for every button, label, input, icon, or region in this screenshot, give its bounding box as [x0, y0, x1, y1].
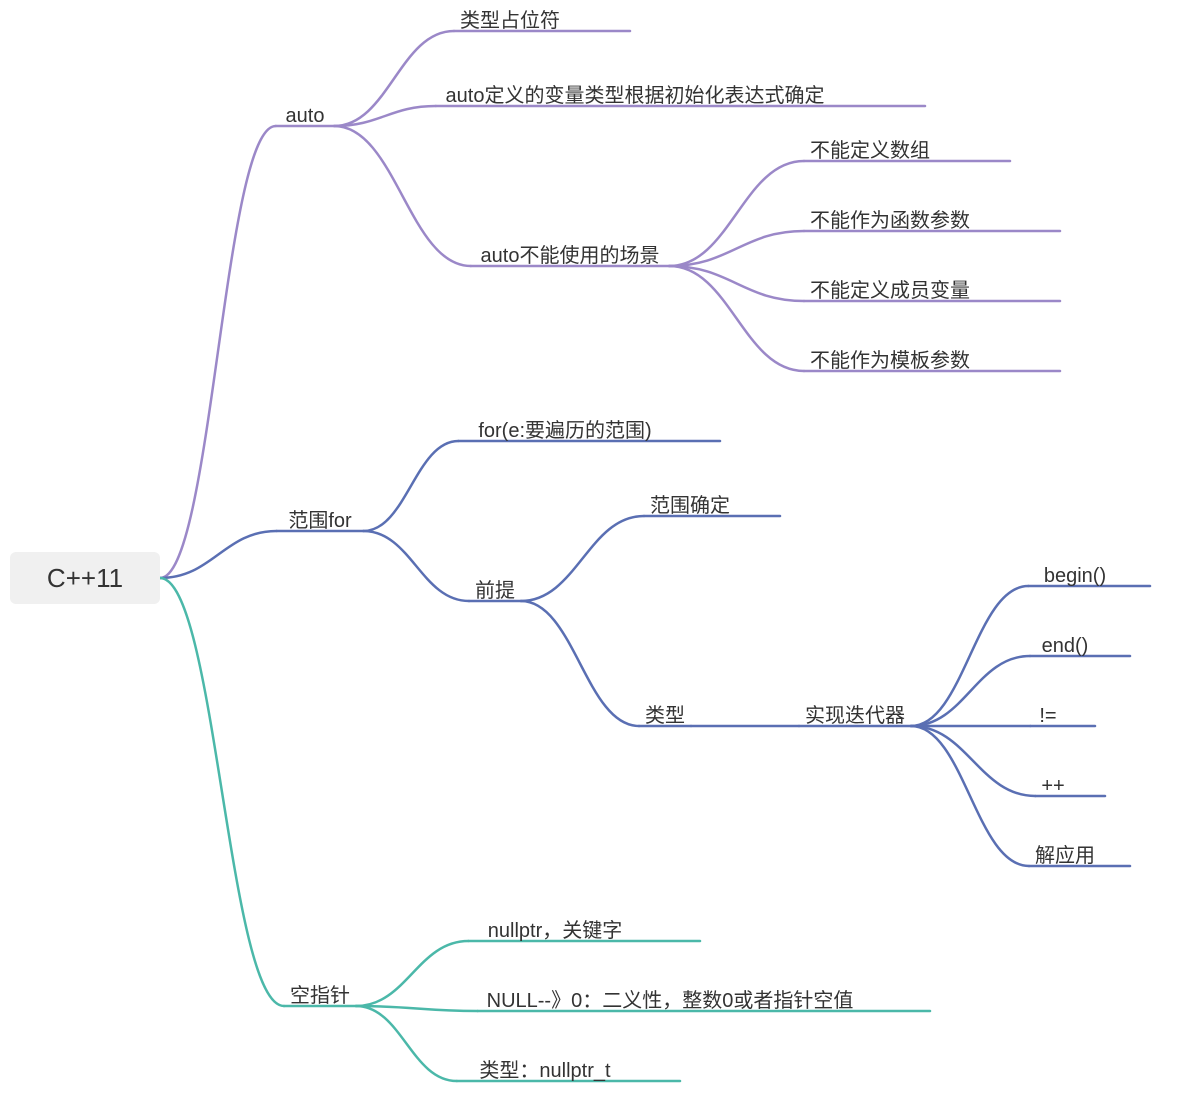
node-label-f2: 前提	[475, 579, 515, 602]
node-label-for: 范围for	[288, 509, 352, 532]
node-label-f2-2-1: 实现迭代器	[805, 704, 905, 727]
edge-for-f1	[363, 441, 458, 531]
node-label-a3-2: 不能作为函数参数	[810, 209, 970, 232]
edge-root-for	[160, 531, 277, 578]
node-label-a1: 类型占位符	[460, 9, 560, 32]
node-label-null: 空指针	[290, 984, 350, 1007]
edge-f2-2-1-it-1	[911, 586, 1028, 726]
node-label-f2-1: 范围确定	[650, 494, 730, 517]
node-label-a3: auto不能使用的场景	[481, 244, 660, 267]
node-label-it-3: !=	[1039, 705, 1056, 727]
edge-f2-f2-2	[521, 601, 639, 726]
node-label-a3-3: 不能定义成员变量	[810, 279, 970, 302]
node-label-a2: auto定义的变量类型根据初始化表达式确定	[446, 84, 825, 107]
root-node-label: C++11	[47, 563, 123, 593]
node-label-a3-1: 不能定义数组	[810, 139, 930, 162]
node-label-it-5: 解应用	[1035, 844, 1095, 867]
edge-null-n3	[356, 1006, 457, 1081]
edge-f2-2-1-it-5	[911, 726, 1029, 866]
edge-f2-2-1-it-2	[911, 656, 1030, 726]
node-label-f1: for(e:要遍历的范围)	[478, 419, 651, 442]
node-label-a3-4: 不能作为模板参数	[810, 349, 970, 372]
node-label-n2: NULL--》0：二义性，整数0或者指针空值	[487, 989, 854, 1012]
edge-auto-a3	[334, 126, 471, 266]
node-label-n1: nullptr，关键字	[488, 919, 622, 942]
node-label-it-1: begin()	[1044, 565, 1106, 587]
edge-a3-a3-1	[669, 161, 804, 266]
edge-for-f2	[363, 531, 469, 601]
node-label-it-4: ++	[1041, 775, 1064, 797]
edge-f2-f2-1	[521, 516, 644, 601]
node-label-auto: auto	[286, 105, 325, 127]
mindmap-canvas: C++11 auto 类型占位符 auto定义的变量类型根据初始化表达式确定 auto不…	[0, 0, 1184, 1104]
edge-a3-a3-4	[669, 266, 804, 371]
edge-root-auto	[160, 126, 276, 578]
node-label-f2-2: 类型	[645, 704, 685, 727]
node-label-n3: 类型：nullptr_t	[479, 1059, 611, 1082]
node-label-it-2: end()	[1042, 635, 1089, 657]
edge-f2-2-1-it-4	[911, 726, 1035, 796]
edge-root-null	[160, 578, 284, 1006]
edge-null-n1	[356, 941, 468, 1006]
